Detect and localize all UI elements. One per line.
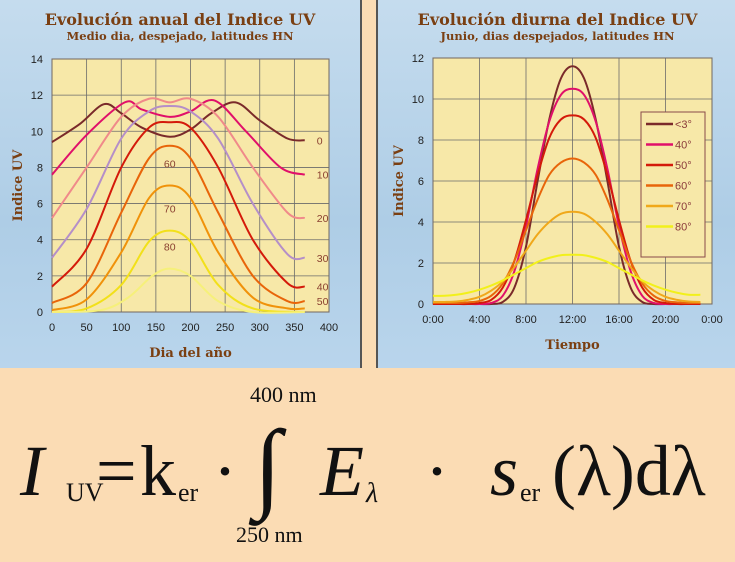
diurnal-series-line-3 <box>432 157 701 305</box>
annual-series-line-2 <box>51 97 306 220</box>
diurnal-x-tick-label: 0:00 <box>701 314 722 326</box>
annual-chart-subtitle: Medio dia, despejado, latitudes HN <box>66 29 294 43</box>
annual-series-label-3: 30 <box>317 253 329 265</box>
formula-s-sub: er <box>520 478 541 507</box>
formula-E: E <box>320 431 364 511</box>
annual-series-line-7 <box>51 229 305 313</box>
diurnal-y-tick-label: 8 <box>418 135 424 147</box>
annual-x-tick-label: 100 <box>112 322 130 334</box>
integral-lower-limit: 250 nm <box>236 522 303 547</box>
annual-x-tick-label: 250 <box>216 322 234 334</box>
annual-series-label-0: 0 <box>317 135 323 147</box>
annual-series-label-6: 60 <box>164 159 176 171</box>
annual-x-tick-label: 350 <box>285 322 303 334</box>
formula-dot-2: · <box>425 431 449 511</box>
diurnal-series-line-5 <box>432 253 701 297</box>
annual-series-line-3 <box>51 104 305 261</box>
annual-series-label-1: 10 <box>317 170 329 182</box>
legend-label-0: <3° <box>675 119 692 131</box>
diurnal-y-tick-label: 12 <box>412 53 424 65</box>
annual-series-label-7: 70 <box>164 204 176 216</box>
annual-y-tick-label: 14 <box>31 54 43 66</box>
annual-x-tick-label: 400 <box>320 322 338 334</box>
diurnal-y-tick-label: 6 <box>418 176 424 188</box>
annual-series-label-2: 20 <box>317 213 329 225</box>
diurnal-series-line-4 <box>432 210 701 303</box>
legend-label-5: 80° <box>675 222 692 234</box>
annual-y-axis-label: Indice UV <box>11 149 26 222</box>
annual-y-tick-label: 10 <box>31 126 43 138</box>
legend-label-2: 50° <box>675 160 692 172</box>
diurnal-series-line-2 <box>432 114 701 306</box>
diurnal-x-tick-label: 4:00 <box>469 314 490 326</box>
annual-series-line-6 <box>51 184 305 312</box>
diurnal-y-axis-label: Indice UV <box>392 144 407 217</box>
diurnal-x-tick-label: 20:00 <box>652 314 680 326</box>
annual-y-tick-label: 8 <box>37 162 43 174</box>
formula-s: s <box>490 431 519 511</box>
annual-y-tick-label: 2 <box>37 271 43 283</box>
formula-lhs: I <box>20 431 44 511</box>
integral-upper-limit: 400 nm <box>250 382 317 407</box>
integral-sign: ∫ <box>254 410 282 521</box>
annual-series-label-8: 80 <box>164 242 176 254</box>
formula-k-sub: er <box>178 478 199 507</box>
diurnal-y-tick-label: 0 <box>418 299 424 311</box>
annual-x-tick-label: 50 <box>81 322 93 334</box>
formula-equals: = <box>96 431 137 511</box>
legend-label-3: 60° <box>675 181 692 193</box>
annual-series-line-8 <box>51 267 305 314</box>
diurnal-x-tick-label: 16:00 <box>605 314 633 326</box>
annual-series-line-0 <box>51 101 305 143</box>
annual-x-tick-label: 150 <box>147 322 165 334</box>
annual-x-tick-label: 300 <box>251 322 269 334</box>
annual-series-line-1 <box>51 98 306 176</box>
diurnal-y-tick-label: 4 <box>418 217 424 229</box>
formula-E-sub: λ <box>366 478 379 509</box>
annual-series-line-4 <box>51 120 305 289</box>
formula-k: k <box>140 431 176 511</box>
diurnal-y-tick-label: 2 <box>418 258 424 270</box>
annual-series-line-5 <box>51 144 305 305</box>
diurnal-x-tick-label: 12:00 <box>559 314 587 326</box>
annual-y-tick-label: 6 <box>37 199 43 211</box>
annual-y-tick-label: 12 <box>31 90 43 102</box>
annual-chart-title: Evolución anual del Indice UV <box>44 10 316 29</box>
annual-series-label-4: 40 <box>317 282 329 294</box>
diurnal-x-tick-label: 0:00 <box>422 314 443 326</box>
legend-label-4: 70° <box>675 201 692 213</box>
formula-dot-1: · <box>213 431 237 511</box>
legend-label-1: 40° <box>675 140 692 152</box>
diurnal-y-tick-label: 10 <box>412 94 424 106</box>
annual-x-tick-label: 0 <box>49 322 55 334</box>
diurnal-x-tick-label: 8:00 <box>515 314 536 326</box>
annual-y-tick-label: 0 <box>37 307 43 319</box>
annual-series-label-5: 50 <box>317 296 329 308</box>
diurnal-chart-title: Evolución diurna del Indice UV <box>417 10 698 29</box>
annual-y-tick-label: 4 <box>37 235 43 247</box>
formula-tail: (λ)dλ <box>552 431 706 511</box>
formula-lhs-sub: UV <box>66 478 104 507</box>
annual-x-tick-label: 200 <box>181 322 199 334</box>
diurnal-chart-subtitle: Junio, dias despejados, latitudes HN <box>440 29 675 43</box>
annual-x-axis-label: Dia del año <box>149 346 232 361</box>
diurnal-x-axis-label: Tiempo <box>545 338 600 353</box>
